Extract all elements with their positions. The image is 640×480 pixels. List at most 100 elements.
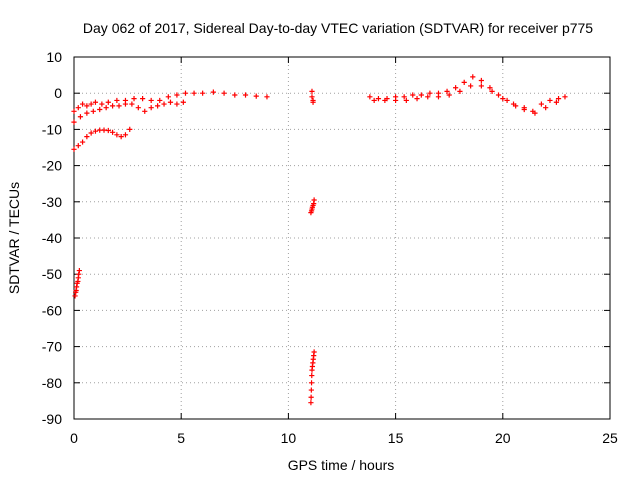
data-point <box>418 92 424 98</box>
series-cluster_-52 <box>72 267 82 299</box>
data-point <box>116 103 122 109</box>
data-point <box>114 132 120 138</box>
data-point <box>547 97 553 104</box>
data-point <box>103 105 109 111</box>
data-point <box>77 114 84 120</box>
data-point <box>457 88 463 94</box>
data-point <box>99 101 105 107</box>
x-tick-label: 25 <box>602 430 618 446</box>
data-point <box>161 101 167 107</box>
y-tick-label: -50 <box>42 266 62 282</box>
data-point <box>444 88 450 94</box>
data-point <box>122 101 129 107</box>
data-point <box>487 85 493 91</box>
series-band_late_lower <box>371 83 559 116</box>
data-point <box>140 96 146 102</box>
data-point <box>90 108 96 114</box>
data-point <box>174 101 180 107</box>
data-point <box>427 90 433 96</box>
data-point <box>79 101 86 107</box>
data-point <box>308 380 315 386</box>
y-tick-label: -60 <box>42 302 62 318</box>
data-point <box>79 139 86 145</box>
data-point <box>232 92 238 98</box>
data-point <box>221 90 227 96</box>
series-isolated_11h_-78 <box>308 349 317 406</box>
data-point <box>371 97 377 104</box>
data-point <box>393 97 399 104</box>
y-tick-label: -10 <box>42 121 62 137</box>
data-point <box>84 103 90 109</box>
data-point <box>92 128 99 134</box>
data-point <box>127 126 133 132</box>
y-axis-label: SDTVAR / TECUs <box>6 182 22 294</box>
data-point <box>148 105 154 111</box>
y-tick-label: 0 <box>54 85 62 101</box>
data-point <box>538 101 544 107</box>
x-axis-label: GPS time / hours <box>288 457 395 473</box>
data-point <box>543 105 549 111</box>
data-point <box>562 94 568 100</box>
data-point <box>71 108 77 114</box>
data-point <box>131 96 137 102</box>
data-point <box>155 103 161 109</box>
data-point <box>84 134 90 140</box>
data-point <box>182 90 189 96</box>
data-point <box>489 88 495 94</box>
data-point <box>478 83 484 89</box>
data-point <box>142 108 148 114</box>
data-point <box>401 94 407 100</box>
data-point <box>309 94 315 100</box>
data-point <box>174 92 180 98</box>
x-tick-label: 15 <box>388 430 404 446</box>
tick-layer <box>73 56 611 420</box>
data-point <box>375 96 382 102</box>
data-point <box>135 105 141 111</box>
tick-label-layer: 0 5 10 15 20 25 10 0 -10 -20 -30 -40 -50 -60 -70 -80 -90 <box>42 49 618 446</box>
data-point <box>478 77 484 84</box>
y-tick-label: -90 <box>42 411 62 427</box>
data-point <box>122 132 129 138</box>
y-tick-label: -70 <box>42 339 62 355</box>
data-point <box>264 94 270 100</box>
data-point <box>308 400 314 406</box>
data-point <box>242 92 249 98</box>
data-point <box>446 92 452 98</box>
data-point <box>165 94 171 100</box>
x-tick-label: 0 <box>70 430 78 446</box>
data-point <box>180 99 186 105</box>
x-tick-label: 10 <box>281 430 297 446</box>
series-isolated_11h_-31 <box>308 197 317 216</box>
data-point <box>75 105 81 111</box>
data-point <box>88 101 94 107</box>
data-point <box>504 97 510 104</box>
data-point <box>309 372 315 379</box>
data-point <box>403 97 409 104</box>
data-point <box>553 99 559 105</box>
series-layer <box>71 74 568 406</box>
data-point <box>510 101 517 107</box>
data-point <box>114 97 120 104</box>
series-arc_-15 <box>71 126 133 152</box>
data-point <box>461 79 467 85</box>
y-tick-label: -20 <box>42 158 62 174</box>
data-point <box>253 93 259 99</box>
data-point <box>435 94 442 100</box>
y-tick-label: 10 <box>46 49 62 65</box>
data-point <box>200 90 206 96</box>
y-tick-label: -30 <box>42 194 62 210</box>
data-point <box>210 89 216 95</box>
data-point <box>308 387 314 393</box>
data-point <box>71 146 77 152</box>
series-isolated_11h_top <box>309 88 316 105</box>
data-point <box>309 88 315 94</box>
x-tick-label: 5 <box>177 430 185 446</box>
data-point <box>72 293 78 299</box>
data-point <box>76 271 82 277</box>
data-point <box>470 74 476 80</box>
data-point <box>414 96 420 102</box>
data-point <box>311 197 317 203</box>
data-point <box>109 103 116 109</box>
data-point <box>105 127 111 134</box>
data-point <box>310 99 316 105</box>
